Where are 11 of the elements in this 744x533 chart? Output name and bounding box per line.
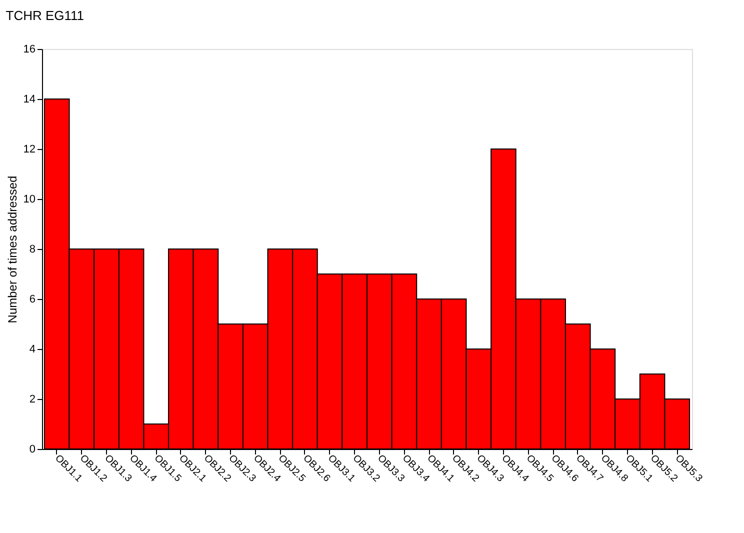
y-tick-label: 2 (29, 394, 36, 406)
y-tick-label: 8 (29, 244, 36, 256)
y-tick-label: 10 (23, 194, 36, 206)
chart-title: TCHR EG111 (6, 8, 84, 23)
y-tick-label: 14 (23, 94, 36, 106)
y-tick-label: 6 (29, 294, 36, 306)
y-tick-label: 0 (29, 444, 36, 456)
y-tick-label: 12 (23, 144, 36, 156)
y-tick-label: 16 (23, 44, 36, 56)
y-axis-title: Number of times addressed (5, 176, 20, 324)
y-tick-label: 4 (29, 344, 36, 356)
